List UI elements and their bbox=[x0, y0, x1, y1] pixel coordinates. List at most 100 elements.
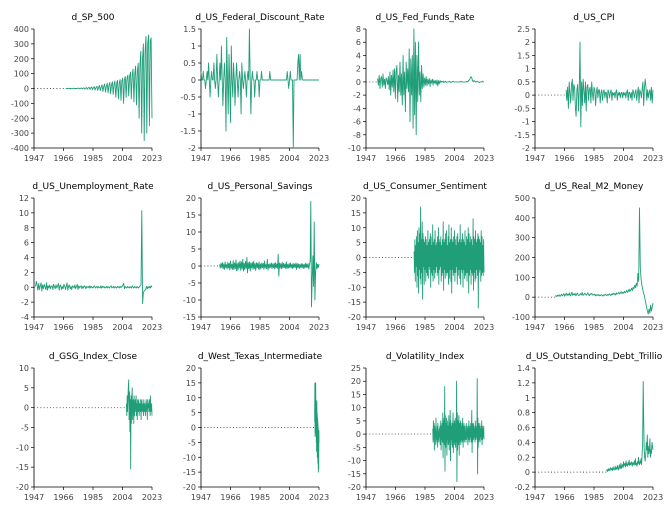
y-tick-label: -20 bbox=[348, 483, 361, 492]
y-tick-label: -15 bbox=[16, 463, 29, 472]
subplot-4: d_US_CPI -2 -1.5 -1 -0.5 0 0.5 1 1.5 2 2.5 1947 1966… bbox=[514, 13, 663, 163]
y-tick-label: 0 bbox=[191, 424, 196, 433]
y-tick-label: -100 bbox=[11, 99, 29, 108]
y-tick-label: -15 bbox=[183, 468, 196, 477]
y-tick-label: 1.5 bbox=[517, 51, 530, 60]
y-tick-label: -5 bbox=[353, 443, 361, 452]
y-tick-label: 0.8 bbox=[517, 409, 530, 418]
y-tick-label: 6 bbox=[24, 239, 29, 248]
x-tick-label: 1947 bbox=[356, 493, 376, 502]
y-tick-label: -4 bbox=[353, 104, 361, 113]
y-tick-label: -15 bbox=[348, 470, 361, 479]
y-tick-label: 0.2 bbox=[517, 453, 530, 462]
y-tick-label: -2 bbox=[522, 144, 530, 153]
y-tick-label: -300 bbox=[11, 129, 29, 138]
x-tick-label: 1947 bbox=[525, 154, 545, 163]
axes bbox=[200, 368, 319, 488]
y-tick-label: -1 bbox=[522, 118, 530, 127]
x-tick-label: 2023 bbox=[309, 493, 329, 502]
x-tick-label: 2004 bbox=[112, 154, 132, 163]
series-line bbox=[35, 210, 153, 305]
axes bbox=[534, 198, 653, 318]
chart-title: d_US_Federal_Discount_Rate bbox=[195, 13, 325, 23]
series-line bbox=[606, 380, 654, 472]
y-tick-label: 0 bbox=[356, 430, 361, 439]
chart-title: d_US_Unemployment_Rate bbox=[32, 182, 154, 192]
x-tick-label: 2023 bbox=[474, 154, 494, 163]
y-tick-label: 2 bbox=[525, 38, 530, 47]
y-tick-label: 4 bbox=[356, 51, 361, 60]
axes bbox=[534, 368, 653, 488]
y-tick-label: 0.5 bbox=[517, 78, 530, 87]
x-tick-label: 1985 bbox=[584, 323, 604, 332]
y-tick-label: -6 bbox=[353, 118, 361, 127]
series-line bbox=[377, 28, 484, 136]
y-tick-label: -15 bbox=[348, 298, 361, 307]
x-tick-label: 2023 bbox=[142, 323, 162, 332]
x-tick-label: 1966 bbox=[554, 493, 574, 502]
x-tick-label: 1966 bbox=[554, 323, 574, 332]
axes bbox=[200, 198, 319, 318]
y-tick-label: -20 bbox=[16, 483, 29, 492]
series-line bbox=[65, 34, 153, 142]
x-tick-label: 2004 bbox=[613, 493, 633, 502]
y-tick-label: -0.2 bbox=[514, 483, 530, 492]
y-tick-label: -100 bbox=[512, 313, 530, 322]
y-tick-label: -20 bbox=[183, 483, 196, 492]
x-tick-label: 2023 bbox=[643, 323, 663, 332]
y-tick-label: 200 bbox=[515, 254, 530, 263]
x-tick-label: 1966 bbox=[53, 323, 73, 332]
x-tick-label: 1966 bbox=[554, 154, 574, 163]
y-tick-label: -1.5 bbox=[180, 127, 196, 136]
x-tick-label: 1985 bbox=[415, 323, 435, 332]
y-tick-label: -0.5 bbox=[514, 104, 530, 113]
x-tick-label: 1947 bbox=[24, 154, 44, 163]
y-tick-label: -1.5 bbox=[514, 131, 530, 140]
x-tick-label: 1985 bbox=[250, 323, 270, 332]
subplot-9: d_GSG_Index_Close -20 -15 -10 -5 0 5 10 1947 1966… bbox=[16, 352, 162, 502]
y-tick-label: 5 bbox=[191, 409, 196, 418]
subplot-8: d_US_Real_M2_Money -100 0 100 200 300 400 500 19… bbox=[512, 182, 663, 332]
x-tick-label: 1947 bbox=[525, 493, 545, 502]
x-tick-label: 2004 bbox=[279, 154, 299, 163]
y-tick-label: 20 bbox=[351, 377, 361, 386]
y-tick-label: -200 bbox=[11, 114, 29, 123]
x-tick-label: 1966 bbox=[53, 154, 73, 163]
y-tick-label: -5 bbox=[188, 279, 196, 288]
x-tick-label: 1985 bbox=[83, 323, 103, 332]
chart-title: d_US_Consumer_Sentiment bbox=[363, 182, 487, 192]
x-tick-label: 1985 bbox=[584, 493, 604, 502]
y-tick-label: 0 bbox=[191, 76, 196, 85]
chart-title: d_US_Outstanding_Debt_Trillio bbox=[526, 352, 663, 362]
x-tick-label: 2004 bbox=[444, 493, 464, 502]
series-line bbox=[432, 378, 485, 483]
y-tick-label: 500 bbox=[515, 194, 530, 203]
y-tick-label: 300 bbox=[14, 40, 29, 49]
subplot-5: d_US_Unemployment_Rate -4 -2 0 2 4 6 8 10 12 1947 1… bbox=[19, 182, 162, 332]
x-tick-label: 1985 bbox=[83, 493, 103, 502]
y-tick-label: 20 bbox=[186, 364, 196, 373]
y-tick-label: 5 bbox=[191, 245, 196, 254]
x-tick-label: 1985 bbox=[250, 493, 270, 502]
y-tick-label: 15 bbox=[351, 390, 361, 399]
x-tick-label: 1966 bbox=[53, 493, 73, 502]
y-tick-label: 2.5 bbox=[517, 25, 530, 34]
y-tick-label: 0 bbox=[525, 468, 530, 477]
y-tick-label: 10 bbox=[186, 394, 196, 403]
series-line bbox=[314, 382, 320, 473]
y-tick-label: 400 bbox=[14, 25, 29, 34]
x-tick-label: 2023 bbox=[142, 154, 162, 163]
series-line bbox=[565, 41, 654, 128]
y-tick-label: 4 bbox=[24, 254, 29, 263]
x-tick-label: 1966 bbox=[385, 154, 405, 163]
y-tick-label: -400 bbox=[11, 144, 29, 153]
chart-title: d_US_CPI bbox=[573, 13, 614, 23]
subplot-7: d_US_Consumer_Sentiment -20 -15 -10 -5 0 5 10 15… bbox=[348, 182, 494, 332]
y-tick-label: -10 bbox=[348, 283, 361, 292]
y-tick-label: 1 bbox=[191, 42, 196, 51]
y-tick-label: 10 bbox=[19, 364, 29, 373]
subplot-11: d_Volatility_Index -20 -15 -10 -5 0 5 10 15 20 25 1… bbox=[348, 352, 494, 502]
x-tick-label: 1966 bbox=[385, 493, 405, 502]
x-tick-label: 1966 bbox=[220, 493, 240, 502]
y-tick-label: 1.5 bbox=[183, 25, 196, 34]
